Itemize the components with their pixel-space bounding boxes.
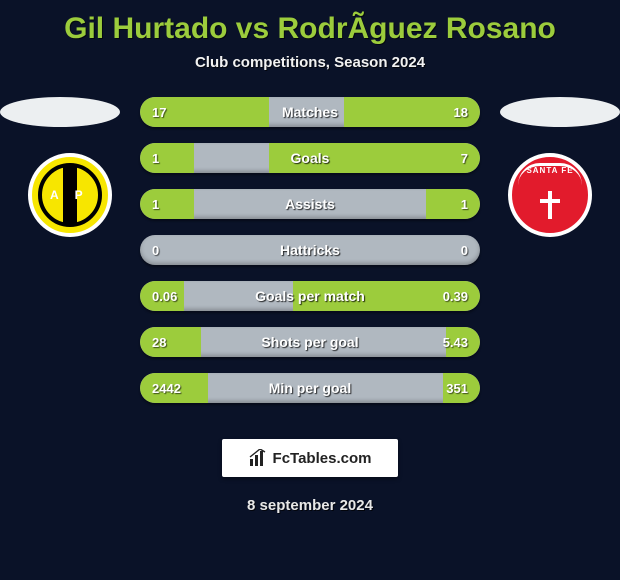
club-badge-right-arc: SANTA FE: [518, 163, 582, 185]
stat-bar: 11Assists: [140, 189, 480, 219]
brand-chart-icon: [249, 449, 267, 467]
stat-bar: 2442351Min per goal: [140, 373, 480, 403]
comparison-arena: AP SANTA FE 1718Matches 17Goals 11Assists 0…: [0, 97, 620, 417]
club-badge-right: SANTA FE: [508, 153, 592, 237]
stat-bar: 00Hattricks: [140, 235, 480, 265]
page-title: Gil Hurtado vs RodrÃ­guez Rosano: [0, 0, 620, 46]
page-subtitle: Club competitions, Season 2024: [0, 54, 620, 71]
stat-bar: 285.43Shots per goal: [140, 327, 480, 357]
stat-label: Matches: [140, 104, 480, 120]
brand-badge[interactable]: FcTables.com: [222, 439, 398, 477]
stat-label: Goals: [140, 150, 480, 166]
brand-label: FcTables.com: [273, 450, 372, 467]
stat-label: Goals per match: [140, 288, 480, 304]
stat-bar: 17Goals: [140, 143, 480, 173]
stat-bar: 1718Matches: [140, 97, 480, 127]
stat-label: Assists: [140, 196, 480, 212]
spotlight-right: [500, 97, 620, 127]
stat-bars: 1718Matches 17Goals 11Assists 00Hattricks 0.…: [140, 97, 480, 403]
spotlight-left: [0, 97, 120, 127]
club-badge-left-label: AP: [42, 188, 98, 202]
date-label: 8 september 2024: [0, 497, 620, 514]
club-badge-left: AP: [28, 153, 112, 237]
stat-label: Hattricks: [140, 242, 480, 258]
stat-bar: 0.060.39Goals per match: [140, 281, 480, 311]
stat-label: Shots per goal: [140, 334, 480, 350]
cross-icon: [540, 191, 560, 219]
stat-label: Min per goal: [140, 380, 480, 396]
